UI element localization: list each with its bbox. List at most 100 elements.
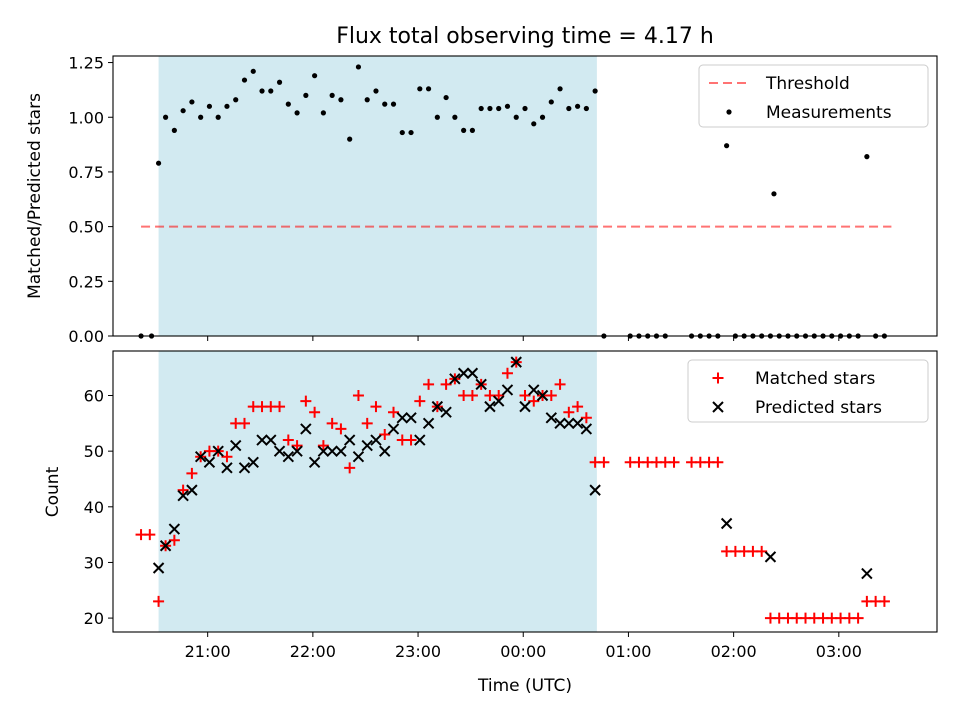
data-point (159, 540, 172, 552)
data-point (206, 103, 213, 109)
data-point (571, 417, 584, 430)
data-point (668, 456, 680, 468)
bottom-y-axis-label: Count (43, 466, 63, 517)
data-point (531, 121, 537, 127)
data-point (878, 595, 890, 607)
data-point (864, 154, 870, 160)
legend-label: Matched stars (755, 369, 875, 389)
data-point (557, 86, 563, 92)
data-point (144, 529, 156, 541)
data-point (274, 401, 286, 413)
data-point (519, 390, 531, 402)
data-point (396, 412, 408, 424)
data-point (756, 545, 768, 557)
data-point (221, 462, 233, 474)
data-point (344, 462, 356, 474)
data-point (308, 456, 321, 468)
data-point (461, 127, 467, 133)
legend-label: Measurements (766, 103, 892, 123)
x-tick-label: 02:00 (711, 642, 757, 661)
data-point (379, 428, 391, 440)
data-point (592, 88, 598, 94)
data-point (338, 97, 344, 103)
x-tick-label: 01:00 (605, 642, 651, 661)
data-point (405, 412, 417, 424)
data-point (484, 400, 496, 413)
data-point (528, 395, 540, 407)
data-point (554, 378, 566, 390)
legend-swatch (712, 372, 724, 384)
data-point (598, 456, 610, 468)
data-point (390, 101, 397, 107)
data-point (294, 110, 300, 116)
data-point (291, 440, 303, 452)
legend: Matched stars Predicted stars (687, 359, 929, 423)
data-point (291, 445, 303, 457)
y-tick-label: 0.50 (68, 218, 104, 237)
data-point (417, 86, 423, 92)
data-point (186, 484, 198, 496)
top-panel-ratio: Matched/Predicted stars 0.00 0.25 0.50 0.75… (25, 54, 938, 346)
data-point (300, 395, 312, 407)
data-point (186, 467, 198, 479)
data-point (215, 114, 221, 120)
data-point (422, 417, 435, 430)
y-tick-label: 20 (84, 609, 104, 628)
x-tick-label: 00:00 (500, 642, 546, 661)
bottom-panel-counts: Count 20 30 40 50 60 21:00 22:00 23:00 00:00 01:0… (43, 350, 938, 661)
data-point (300, 423, 312, 435)
data-point (168, 534, 180, 546)
data-point (510, 356, 522, 368)
data-point (440, 378, 452, 390)
data-point (487, 105, 493, 112)
data-point (388, 406, 400, 418)
data-point (268, 88, 274, 94)
data-point (256, 434, 268, 446)
data-point (449, 373, 461, 385)
data-point (548, 99, 554, 105)
data-point (379, 445, 391, 457)
legend: Threshold Measurements (698, 64, 929, 128)
data-point (221, 451, 233, 463)
data-point (501, 367, 513, 379)
data-point (312, 73, 318, 79)
data-point (861, 567, 873, 580)
data-point (423, 378, 435, 390)
data-point (434, 114, 440, 120)
data-point (361, 439, 373, 452)
data-point (399, 129, 405, 136)
y-tick-label: 30 (84, 553, 104, 572)
axes-frame (112, 55, 938, 337)
data-point (405, 434, 417, 446)
x-tick-label: 23:00 (395, 642, 441, 661)
data-point (528, 384, 540, 396)
data-point (326, 445, 338, 457)
legend-swatch (712, 401, 724, 413)
data-point (335, 423, 347, 435)
data-point (589, 484, 601, 496)
data-point (519, 400, 531, 413)
data-point (326, 417, 338, 429)
data-point (452, 114, 458, 120)
y-tick-label: 50 (84, 442, 104, 461)
data-point (355, 64, 362, 70)
data-point (724, 143, 730, 149)
y-tick-label: 1.00 (68, 108, 104, 127)
data-point (194, 451, 207, 463)
y-tick-label: 0.75 (68, 163, 104, 182)
data-point (180, 108, 186, 114)
data-point (414, 395, 426, 407)
data-point (152, 562, 165, 574)
data-point (370, 434, 382, 446)
data-point (382, 101, 388, 107)
data-point (259, 88, 265, 94)
data-point (153, 595, 165, 607)
data-point (238, 417, 250, 429)
data-point (361, 417, 373, 429)
data-point (352, 451, 365, 463)
chart-title: Flux total observing time = 4.17 h (336, 24, 714, 49)
data-point (522, 105, 528, 112)
data-point (317, 445, 330, 457)
data-point (539, 114, 546, 120)
data-point (370, 401, 382, 413)
